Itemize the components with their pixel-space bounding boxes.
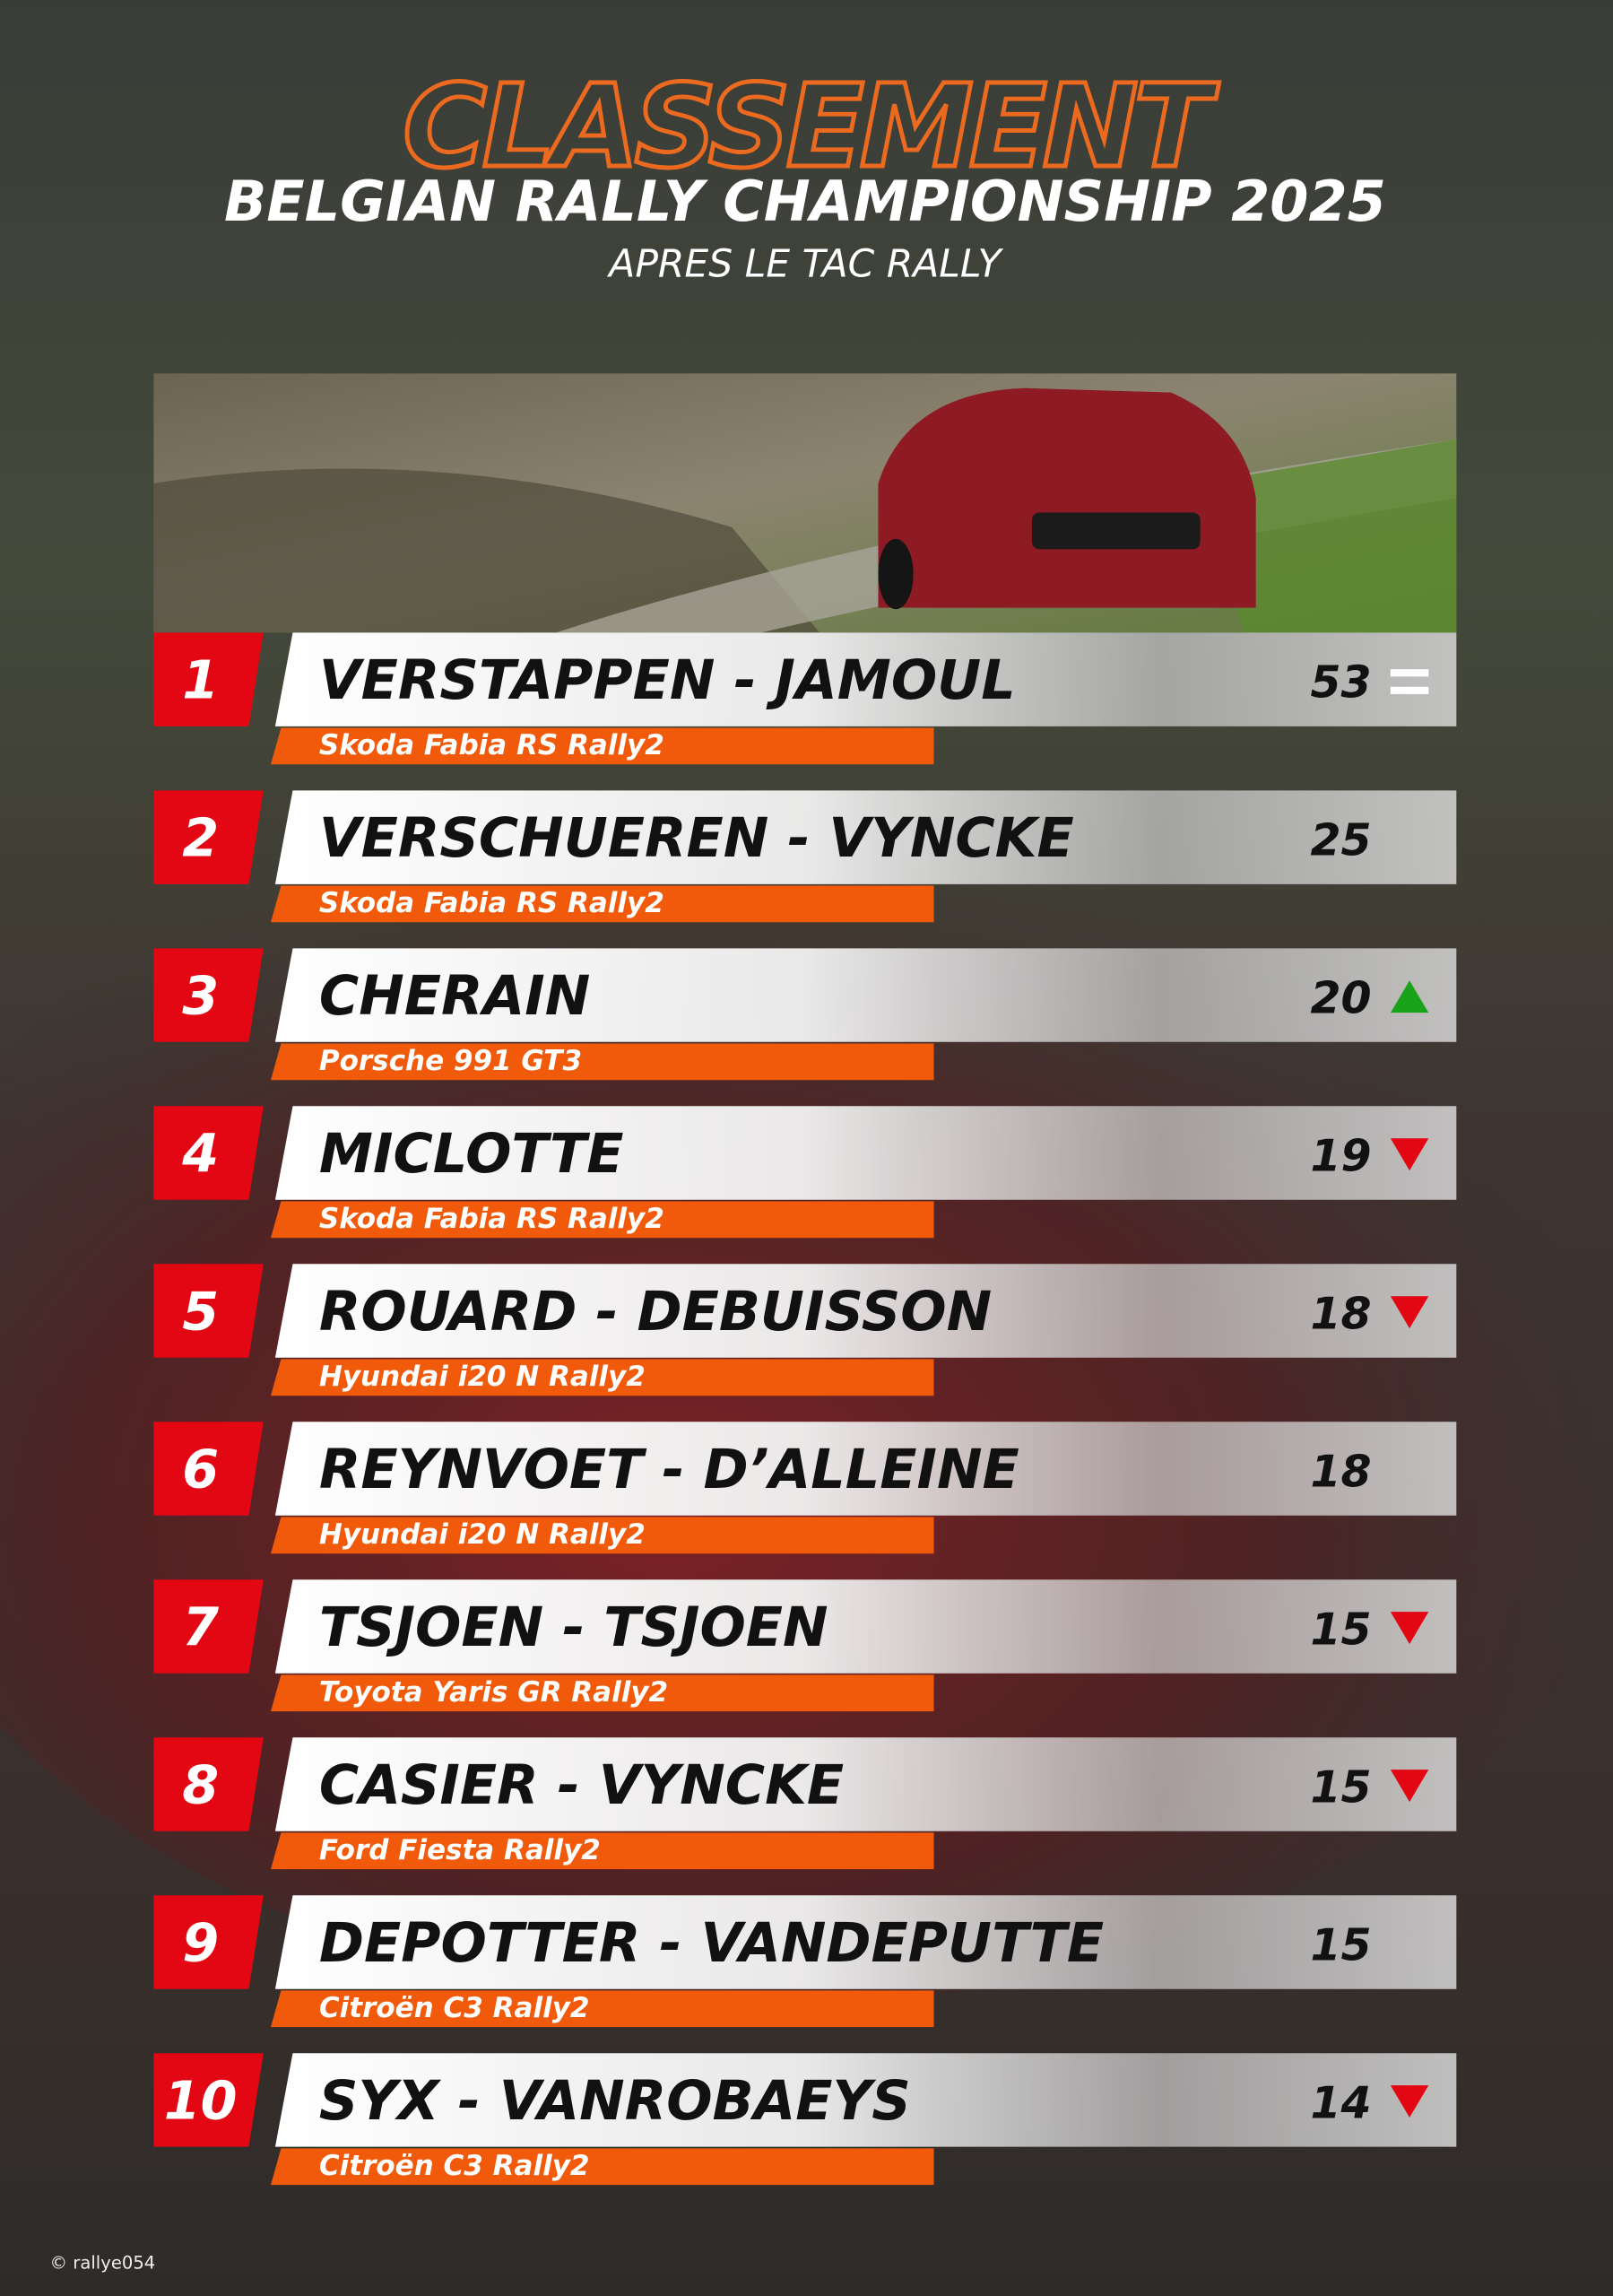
position-box: [153, 1106, 264, 1200]
position-box: [153, 790, 264, 884]
standing-row: 1 VERSTAPPEN - JAMOUL Skoda Fabia RS Rally…: [153, 632, 1457, 765]
position-box: [153, 1895, 264, 1989]
position-number: 6: [182, 1439, 219, 1500]
credit: © rallye054: [50, 2252, 156, 2273]
car-model: Citroën C3 Rally2: [319, 2150, 590, 2182]
event-name: APRES LE TAC RALLY: [606, 243, 1003, 287]
crew-band: [274, 1737, 1457, 1831]
car-model: Citroën C3 Rally2: [319, 1992, 590, 2024]
position-box: [153, 1579, 264, 1674]
car-bar: [271, 1674, 934, 1712]
trend-up: [1390, 980, 1429, 1013]
crew-name: REYNVOET - D’ALLEINE: [319, 1439, 1019, 1501]
standing-row: 4 MICLOTTE Skoda Fabia RS Rally2 19: [153, 1106, 1457, 1239]
points: 25: [1310, 815, 1371, 866]
points: 14: [1310, 2077, 1371, 2128]
trend-down: [1390, 2085, 1429, 2118]
standing-row: 10 SYX - VANROBAEYS Citroën C3 Rally2 14: [153, 2053, 1457, 2186]
standing-row: 9 DEPOTTER - VANDEPUTTE Citroën C3 Rally2 1…: [153, 1895, 1457, 2028]
car-bar: [271, 1043, 934, 1081]
car-model: Hyundai i20 N Rally2: [319, 1361, 646, 1393]
points: 15: [1310, 1919, 1371, 1970]
crew-name: VERSTAPPEN - JAMOUL: [319, 649, 1016, 712]
crew-name: CHERAIN: [319, 965, 590, 1028]
car-bar: [271, 2148, 934, 2186]
position-number: 4: [181, 1123, 219, 1185]
position-number: 7: [182, 1596, 219, 1658]
points: 19: [1310, 1131, 1371, 1182]
points: 20: [1310, 973, 1371, 1024]
points: 53: [1310, 657, 1371, 709]
crew-band: [274, 790, 1457, 884]
car-model: Porsche 991 GT3: [319, 1045, 582, 1077]
points: 15: [1310, 1605, 1371, 1656]
crew-name: CASIER - VYNCKE: [319, 1754, 844, 1817]
crew-name: DEPOTTER - VANDEPUTTE: [319, 1912, 1104, 1975]
crew-name: ROUARD - DEBUISSON: [319, 1281, 992, 1344]
position-number: 3: [182, 965, 219, 1027]
points: 15: [1310, 1762, 1371, 1813]
position-box: [153, 632, 264, 726]
car-bar: [271, 727, 934, 765]
crew-band: [274, 1264, 1457, 1358]
standings-rows: 1 VERSTAPPEN - JAMOUL Skoda Fabia RS Rally…: [153, 632, 1457, 2186]
banner-photo: [153, 373, 1457, 633]
car-model: Skoda Fabia RS Rally2: [319, 1203, 664, 1235]
position-box: [153, 1264, 264, 1358]
crew-band: [274, 1579, 1457, 1674]
car-model: Toyota Yaris GR Rally2: [319, 1676, 668, 1709]
position-number: 8: [182, 1753, 219, 1815]
crew-name: VERSCHUEREN - VYNCKE: [319, 807, 1074, 870]
standing-row: 2 VERSCHUEREN - VYNCKE Skoda Fabia RS Rall…: [153, 790, 1457, 923]
standing-row: 6 REYNVOET - D’ALLEINE Hyundai i20 N Rally…: [153, 1422, 1457, 1554]
trend-down: [1390, 1770, 1429, 1803]
car-bar: [271, 1359, 934, 1396]
standing-row: 5 ROUARD - DEBUISSON Hyundai i20 N Rally2 1…: [153, 1264, 1457, 1396]
car-bar: [271, 1517, 934, 1554]
title: CLASSEMENT: [403, 61, 1219, 194]
crew-band: [274, 948, 1457, 1042]
crew-band: [274, 632, 1457, 726]
position-box: [153, 948, 264, 1042]
standing-row: 3 CHERAIN Porsche 991 GT3 20: [153, 948, 1457, 1081]
crew-band: [274, 2053, 1457, 2147]
trend-down: [1390, 1296, 1429, 1329]
trend-down: [1390, 1612, 1429, 1645]
standing-row: 7 TSJOEN - TSJOEN Toyota Yaris GR Rally2 15: [153, 1579, 1457, 1712]
position-number: 5: [182, 1281, 219, 1343]
car-bar: [271, 885, 934, 923]
car-bar: [271, 1201, 934, 1239]
subtitle: BELGIAN RALLY CHAMPIONSHIP 2025: [224, 169, 1386, 234]
position-box: [153, 1737, 264, 1831]
standing-row: 8 CASIER - VYNCKE Ford Fiesta Rally2 15: [153, 1737, 1457, 1870]
trend-equal: [1390, 686, 1429, 694]
position-number: 1: [182, 649, 219, 711]
position-box: [153, 2053, 264, 2147]
car-bar: [271, 1990, 934, 2028]
car-model: Hyundai i20 N Rally2: [319, 1518, 646, 1551]
position-number: 10: [164, 2069, 238, 2131]
trend-down: [1390, 1138, 1429, 1171]
crew-name: MICLOTTE: [319, 1123, 624, 1186]
car-bar: [271, 1832, 934, 1870]
position-number: 2: [182, 807, 219, 869]
car-model: Skoda Fabia RS Rally2: [319, 887, 664, 919]
crew-name: SYX - VANROBAEYS: [319, 2070, 911, 2133]
crew-band: [274, 1106, 1457, 1200]
position-box: [153, 1422, 264, 1516]
points: 18: [1310, 1289, 1371, 1340]
car-model: Ford Fiesta Rally2: [319, 1834, 601, 1866]
crew-band: [274, 1895, 1457, 1989]
crew-name: TSJOEN - TSJOEN: [319, 1596, 828, 1659]
position-number: 9: [182, 1911, 219, 1973]
car-model: Skoda Fabia RS Rally2: [319, 729, 664, 761]
points: 18: [1310, 1447, 1371, 1498]
crew-band: [274, 1422, 1457, 1516]
trend-equal: [1390, 669, 1429, 677]
